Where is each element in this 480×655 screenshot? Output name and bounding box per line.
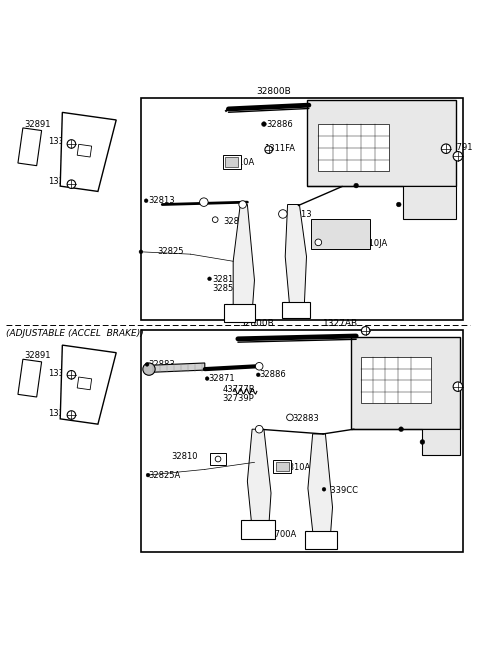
Bar [361,357,431,403]
Text: 32739P: 32739P [223,394,254,403]
Polygon shape [77,377,92,390]
Polygon shape [77,144,92,157]
Text: 32854: 32854 [212,284,239,293]
Circle shape [315,239,322,246]
Polygon shape [285,204,307,310]
Text: 32871: 32871 [209,374,235,383]
Text: 1338AC: 1338AC [48,369,81,378]
Text: 32891: 32891 [24,351,50,360]
Circle shape [354,183,359,188]
Text: 32810: 32810 [172,452,198,460]
Text: 32813: 32813 [148,196,175,205]
Polygon shape [18,359,42,397]
Circle shape [208,277,211,281]
Circle shape [67,180,76,189]
Circle shape [144,199,148,202]
Bar [210,453,226,464]
Polygon shape [305,531,337,550]
Circle shape [441,144,451,153]
Text: 32883: 32883 [148,360,175,369]
Circle shape [399,427,404,432]
Text: 1327AB: 1327AB [323,318,358,328]
Text: 32800B: 32800B [240,318,274,328]
Text: 93810A: 93810A [278,462,311,472]
Text: 32812P: 32812P [212,274,243,284]
Circle shape [255,362,263,370]
Text: 32886: 32886 [259,370,286,379]
Text: 32825: 32825 [157,248,184,256]
Polygon shape [247,429,271,529]
Circle shape [200,198,208,206]
Text: 1338AC: 1338AC [48,137,81,146]
Text: 32871: 32871 [224,217,251,225]
Text: 32891: 32891 [24,120,50,128]
Polygon shape [148,363,205,373]
Polygon shape [60,345,116,424]
Circle shape [239,200,246,208]
Text: 32886: 32886 [266,120,293,128]
Circle shape [262,122,266,126]
Bar [141,330,463,552]
Circle shape [453,151,463,161]
Text: 32891F: 32891F [77,369,108,378]
Text: 1338AD: 1338AD [48,178,82,186]
Text: 1310JA: 1310JA [359,239,388,248]
Text: 32830B: 32830B [375,103,408,112]
Circle shape [212,217,218,223]
Text: 32800B: 32800B [256,86,291,96]
Polygon shape [241,519,276,540]
Text: 32883: 32883 [292,414,319,423]
Text: 32825A: 32825A [148,470,180,479]
Text: 93810A: 93810A [223,159,255,168]
Text: 32830G: 32830G [389,346,422,356]
Polygon shape [233,204,254,313]
Circle shape [420,440,425,444]
Text: (ADJUSTABLE (ACCEL  BRAKE)): (ADJUSTABLE (ACCEL BRAKE)) [6,329,144,338]
Circle shape [255,425,263,433]
Text: 1338AD: 1338AD [48,409,82,418]
Circle shape [361,327,370,335]
Circle shape [139,250,143,253]
Circle shape [215,456,221,462]
Circle shape [322,487,326,491]
Polygon shape [224,305,255,322]
Bar [141,98,463,320]
Text: 32700A: 32700A [323,239,355,248]
Polygon shape [308,434,333,540]
Text: 32891F: 32891F [77,137,108,146]
Circle shape [146,473,150,477]
Circle shape [278,210,287,218]
Text: 1339CC: 1339CC [325,486,359,495]
Circle shape [143,363,155,375]
Circle shape [453,382,463,391]
Bar [274,460,291,473]
Circle shape [67,371,76,379]
Bar [225,157,239,166]
Polygon shape [311,219,371,250]
Polygon shape [60,113,116,191]
Circle shape [256,373,260,377]
Polygon shape [307,185,456,219]
Text: 32791: 32791 [446,143,472,152]
Bar [318,124,389,172]
Circle shape [265,146,273,153]
Polygon shape [18,128,42,166]
Bar [276,462,289,472]
Circle shape [67,140,76,148]
Polygon shape [351,429,460,455]
Circle shape [205,377,209,381]
Bar [223,155,241,168]
Text: 32700A: 32700A [264,530,296,539]
Polygon shape [282,302,310,318]
Text: 43777B: 43777B [223,385,255,394]
Bar [307,100,456,185]
Circle shape [287,414,293,421]
Text: 1311FA: 1311FA [264,144,295,153]
Circle shape [67,411,76,419]
Circle shape [145,362,149,366]
Circle shape [396,202,401,207]
Text: 32813: 32813 [285,210,312,219]
Bar [351,337,460,429]
